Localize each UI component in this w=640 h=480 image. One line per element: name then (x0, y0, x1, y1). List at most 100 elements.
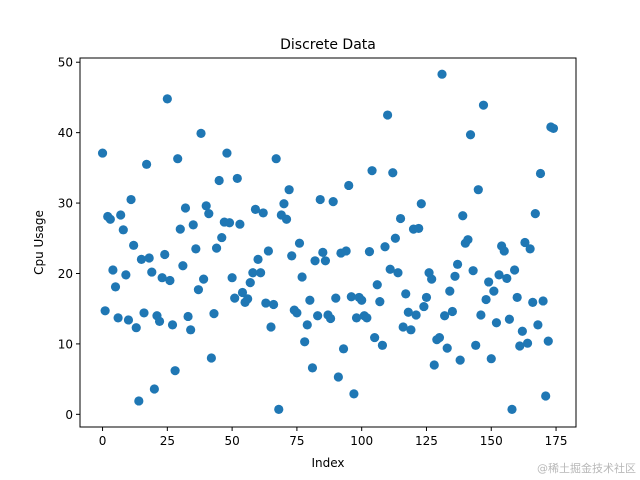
data-point (458, 211, 468, 221)
data-point (411, 310, 421, 320)
data-point (328, 197, 338, 207)
data-point (211, 243, 222, 253)
data-point (97, 148, 108, 158)
data-point (512, 292, 522, 303)
data-point (300, 337, 310, 347)
data-point (136, 254, 147, 265)
data-point (414, 223, 424, 234)
x-axis-label: Index (311, 456, 344, 470)
data-point (305, 295, 315, 305)
data-point (274, 404, 284, 414)
data-point (206, 353, 216, 363)
data-point (395, 213, 406, 224)
data-point (126, 194, 136, 205)
data-point (447, 306, 457, 317)
data-point (157, 273, 167, 283)
data-point (318, 247, 328, 257)
data-points (97, 69, 559, 414)
data-point (243, 294, 253, 304)
data-point (123, 315, 134, 325)
x-tick-label: 100 (350, 434, 373, 448)
data-point (266, 322, 276, 332)
data-point (113, 313, 123, 323)
data-point (385, 264, 395, 274)
data-point (522, 338, 533, 348)
data-point (499, 246, 509, 256)
data-point (217, 232, 227, 243)
data-point (162, 94, 172, 104)
data-point (351, 313, 362, 323)
y-tick-label: 0 (65, 408, 73, 422)
chart-title: Discrete Data (280, 37, 376, 53)
data-point (235, 219, 245, 229)
data-point (108, 265, 118, 275)
data-point (427, 274, 437, 284)
data-point (541, 391, 551, 401)
y-tick-label: 20 (58, 267, 73, 281)
data-point (178, 261, 188, 271)
data-point (494, 270, 504, 280)
data-point (455, 355, 465, 365)
y-tick-label: 30 (58, 197, 73, 211)
data-point (471, 340, 481, 350)
data-point (463, 235, 473, 245)
data-point (154, 316, 165, 326)
data-point (281, 214, 292, 224)
data-point (141, 159, 152, 169)
data-point (268, 299, 279, 310)
data-point (517, 326, 527, 336)
data-point (419, 301, 429, 312)
x-tick-label: 125 (415, 434, 438, 448)
data-point (188, 220, 198, 230)
data-point (372, 280, 382, 290)
data-point (509, 265, 520, 275)
data-point (284, 185, 294, 195)
data-point (292, 308, 302, 318)
data-point (167, 320, 178, 330)
data-point (160, 249, 170, 260)
data-point (429, 360, 439, 370)
data-point (253, 254, 263, 265)
data-point (183, 311, 193, 322)
data-point (481, 294, 491, 305)
data-point (338, 344, 349, 354)
x-tick-label: 25 (160, 434, 175, 448)
data-point (248, 268, 258, 278)
data-point (507, 404, 517, 414)
data-point (170, 366, 180, 376)
data-point (139, 308, 149, 318)
data-point (232, 173, 242, 184)
y-axis-label: Cpu Usage (32, 210, 46, 275)
data-point (134, 396, 144, 406)
data-point (116, 210, 126, 220)
data-point (214, 175, 224, 186)
data-point (186, 325, 196, 335)
data-point (173, 154, 183, 164)
data-point (237, 287, 248, 298)
data-point (450, 271, 460, 281)
data-point (245, 278, 255, 288)
data-point (437, 69, 447, 79)
data-point (377, 340, 388, 350)
data-point (434, 332, 445, 343)
data-point (279, 199, 289, 209)
data-point (149, 384, 159, 394)
data-point (191, 244, 201, 254)
data-point (383, 110, 393, 120)
data-point (375, 297, 385, 307)
data-point (504, 314, 515, 324)
data-point (320, 256, 331, 266)
data-point (535, 168, 546, 179)
data-point (165, 275, 175, 286)
data-point (201, 201, 211, 211)
data-point (315, 194, 325, 205)
data-point (473, 185, 483, 195)
data-point (442, 343, 452, 353)
data-point (548, 123, 559, 134)
data-point (209, 309, 219, 319)
data-point (528, 297, 538, 307)
data-point (129, 240, 139, 250)
data-point (250, 204, 261, 215)
data-point (401, 289, 411, 299)
data-point (227, 273, 237, 283)
